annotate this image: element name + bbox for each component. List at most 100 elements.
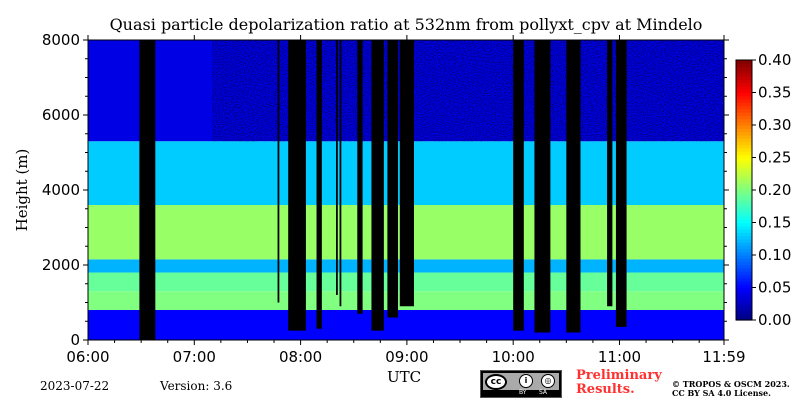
colorbar-cell [736, 141, 752, 146]
colorbar-cell [736, 102, 752, 107]
x-tick-label: 06:00 [66, 348, 109, 366]
colorbar-tick-label: 0.05 [758, 279, 791, 297]
heatmap-layer [88, 310, 724, 340]
colorbar-cell [736, 271, 752, 276]
colorbar-cell [736, 69, 752, 74]
y-tick-label: 0 [70, 331, 80, 349]
colorbar-cell [736, 118, 752, 123]
x-tick-label: 11:59 [702, 348, 745, 366]
colorbar-cell [736, 138, 752, 142]
y-axis-label: Height (m) [13, 148, 31, 232]
version-label: Version: 3.6 [160, 379, 233, 393]
colorbar-cell [736, 196, 752, 201]
colorbar-cell [736, 277, 752, 282]
colorbar-cell [736, 63, 752, 68]
colorbar-cell [736, 144, 752, 149]
colorbar-cell [736, 66, 752, 71]
x-axis-label: UTC [386, 368, 422, 386]
colorbar-tick-label: 0.10 [758, 246, 791, 264]
colorbar-cell [736, 86, 752, 90]
colorbar-cell [736, 264, 752, 269]
colorbar-cell [736, 173, 752, 178]
colorbar-cell [736, 238, 752, 243]
by-icon: i [519, 374, 533, 388]
missing-data-column [513, 40, 524, 331]
colorbar-cell [736, 303, 752, 308]
colorbar-cell [736, 206, 752, 211]
y-tick-label: 8000 [42, 31, 80, 49]
colorbar-cell [736, 164, 752, 168]
colorbar-cell [736, 199, 752, 204]
colorbar-tick-label: 0.20 [758, 181, 791, 199]
colorbar-cell [736, 235, 752, 240]
date-label: 2023-07-22 [40, 379, 110, 393]
colorbar-cell [736, 216, 752, 220]
colorbar-cell [736, 105, 752, 110]
colorbar-cell [736, 294, 752, 298]
missing-data-column [357, 40, 363, 314]
colorbar-cell [736, 151, 752, 155]
colorbar-cell [736, 284, 752, 289]
colorbar-cell [736, 183, 752, 188]
colorbar-cell [736, 134, 752, 139]
colorbar-cell [736, 89, 752, 94]
colorbar-cell [736, 310, 752, 315]
cc-license-badge: cc i ◎ BY SA [480, 370, 562, 398]
colorbar-cell [736, 92, 752, 97]
colorbar-cell [736, 268, 752, 272]
missing-data-column [139, 40, 156, 340]
colorbar-cell [736, 313, 752, 318]
colorbar-cell [736, 219, 752, 224]
colorbar-cell [736, 128, 752, 133]
missing-data-column [607, 40, 613, 307]
missing-data-column [534, 40, 551, 333]
colorbar-tick-label: 0.25 [758, 149, 791, 167]
preliminary-results-note: Preliminary Results. [576, 368, 662, 397]
y-tick-label: 2000 [42, 256, 80, 274]
colorbar-cell [736, 290, 752, 295]
colorbar-cell [736, 232, 752, 237]
chart-title: Quasi particle depolarization ratio at 5… [109, 15, 703, 34]
colorbar-cell [736, 115, 752, 120]
colorbar-cell [736, 79, 752, 84]
colorbar-cell [736, 193, 752, 198]
colorbar-cell [736, 245, 752, 250]
colorbar-cell [736, 125, 752, 129]
colorbar-cell [736, 108, 752, 113]
sa-icon: ◎ [541, 374, 555, 388]
colorbar-cell [736, 82, 752, 87]
cc-by-text: BY [519, 389, 527, 396]
x-tick-label: 07:00 [173, 348, 216, 366]
y-tick-label: 6000 [42, 106, 80, 124]
colorbar-cell [736, 121, 752, 126]
colorbar-cell [736, 307, 752, 311]
colorbar-cell [736, 131, 752, 136]
colorbar-cell [736, 222, 752, 227]
missing-data-column [316, 40, 322, 329]
colorbar-cell [736, 287, 752, 292]
colorbar-cell [736, 212, 752, 217]
missing-data-column [288, 40, 306, 331]
colorbar-cell [736, 203, 752, 207]
colorbar-cell [736, 76, 752, 81]
colorbar-cell [736, 261, 752, 266]
missing-data-column [399, 40, 414, 307]
colorbar-cell [736, 225, 752, 230]
colorbar-tick-label: 0.00 [758, 311, 791, 329]
colorbar-cell [736, 251, 752, 256]
colorbar-cell [736, 112, 752, 116]
colorbar-cell [736, 177, 752, 181]
colorbar-cell [736, 209, 752, 214]
colorbar-cell [736, 95, 752, 100]
colorbar-cell [736, 73, 752, 77]
x-tick-label: 11:00 [598, 348, 641, 366]
colorbar-tick-label: 0.30 [758, 116, 791, 134]
colorbar-cell [736, 255, 752, 259]
heatmap-plot [88, 40, 724, 340]
colorbar-tick-label: 0.40 [758, 51, 791, 69]
colorbar-cell [736, 258, 752, 263]
colorbar-cell [736, 297, 752, 302]
colorbar-cell [736, 154, 752, 159]
colorbar-cell [736, 190, 752, 194]
